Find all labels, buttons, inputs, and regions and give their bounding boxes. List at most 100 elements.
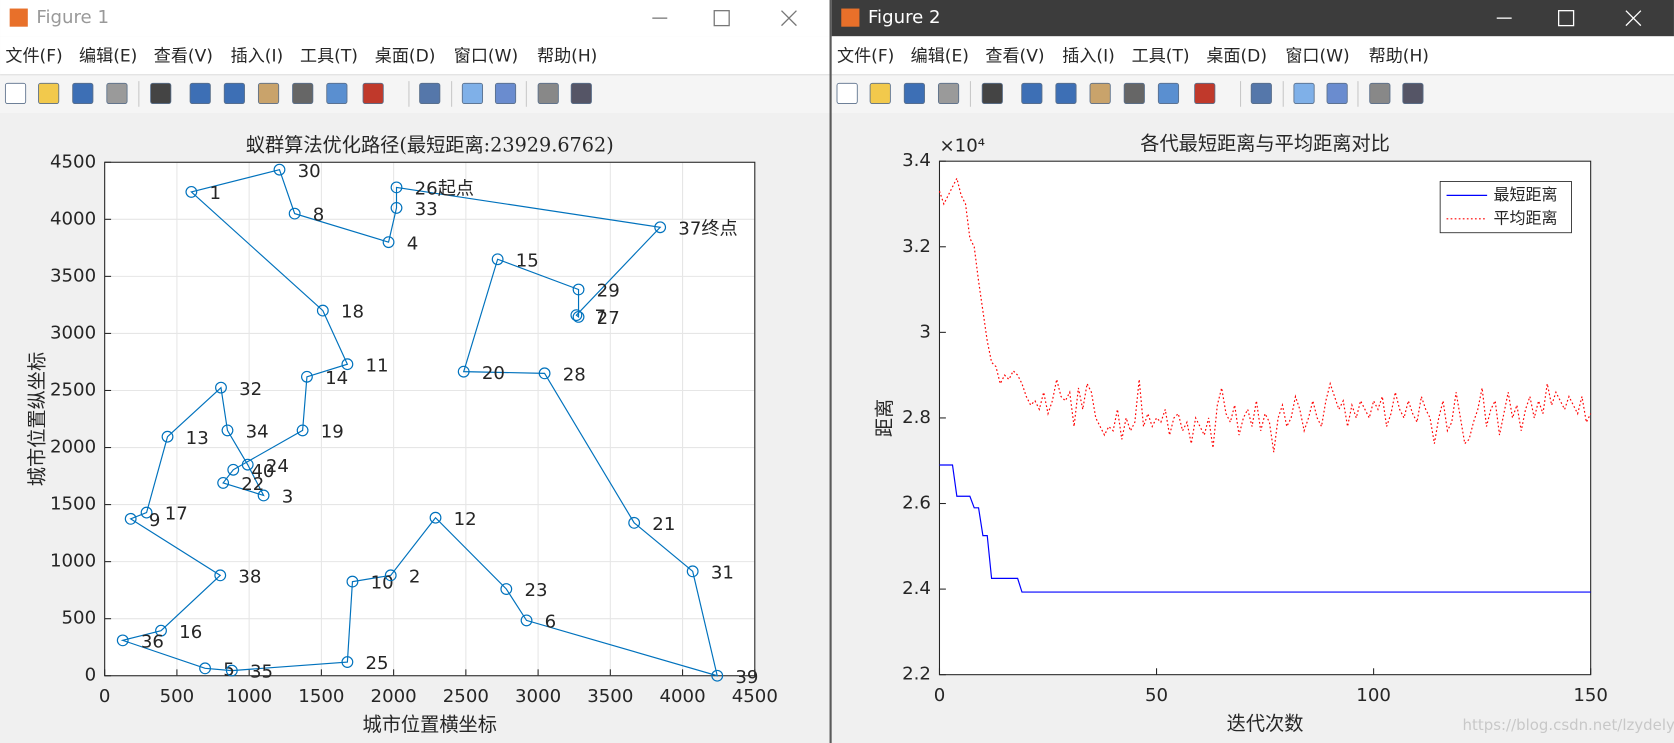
maximize-button[interactable] [713,10,730,27]
point-label: 1 [210,183,222,204]
toolbar-button[interactable] [1293,82,1315,104]
toolbar-button[interactable] [494,82,517,104]
toolbar-button[interactable] [836,82,858,104]
point-label: 6 [545,612,557,633]
menu-item[interactable]: 文件(F) [5,47,62,67]
point-marker [390,181,403,194]
toolbar-button[interactable] [189,82,211,104]
menu-item[interactable]: 查看(V) [985,47,1044,67]
axes-box [938,160,1592,676]
toolbar-button[interactable] [1123,82,1145,104]
menu-item[interactable]: 桌面(D) [375,47,436,67]
x-tick-label: 1500 [298,686,344,707]
toolbar-button[interactable] [1250,82,1272,104]
point-marker [390,201,403,214]
point-marker [273,163,286,176]
toolbar-button[interactable] [150,82,172,104]
y-tick-label: 1500 [50,494,96,515]
point-label: 9 [149,510,161,531]
x-tick-label: 2500 [443,686,489,707]
point-marker [572,283,585,296]
legend-label: 最短距离 [1494,185,1558,204]
y-tick-label: 2.2 [902,664,931,685]
toolbar-button[interactable] [903,82,925,104]
x-tick-label: 4000 [659,686,705,707]
app-icon [9,8,28,27]
close-button[interactable] [1625,10,1642,27]
toolbar-button[interactable] [1194,82,1216,104]
y-tick-label: 0 [85,665,97,686]
y-tick-label: 3.2 [902,236,931,257]
toolbar-button[interactable] [570,82,592,104]
toolbar-button[interactable] [362,82,384,104]
toolbar-button[interactable] [1402,82,1424,104]
point-marker [155,624,167,637]
menu-item[interactable]: 窗口(W) [1285,47,1349,67]
point-marker [215,381,227,394]
toolbar-button[interactable] [72,82,94,104]
menu-item[interactable]: 插入(I) [231,47,284,67]
menu-item[interactable]: 帮助(H) [537,47,597,67]
legend-box [1439,181,1572,234]
close-button[interactable] [781,10,797,27]
app-icon [841,8,860,27]
y-tick-label: 1000 [50,551,96,572]
toolbar-button[interactable] [257,82,280,104]
point-marker [296,424,309,437]
title-bar [831,0,1674,37]
toolbar-button[interactable] [4,82,27,104]
menu-item[interactable]: 文件(F) [837,47,894,67]
point-marker [221,424,234,437]
toolbar-button[interactable] [38,82,60,104]
window-divider [829,0,832,743]
toolbar-button[interactable] [1326,82,1348,104]
toolbar-button[interactable] [292,82,314,104]
y-tick-label: 3 [919,321,931,342]
toolbar-button[interactable] [106,82,128,104]
toolbar-button[interactable] [981,82,1003,104]
toolbar-button[interactable] [537,82,559,104]
menu-item[interactable]: 编辑(E) [79,47,137,67]
toolbar-button[interactable] [1089,82,1111,104]
menu-item[interactable]: 插入(I) [1062,47,1115,67]
point-label: 22 [241,474,264,495]
toolbar-button[interactable] [461,82,484,104]
point-label: 14 [325,368,348,389]
window-title: Figure 1 [36,7,109,28]
menu-item[interactable]: 帮助(H) [1369,47,1429,67]
menu-item[interactable]: 编辑(E) [911,47,969,67]
point-label: 20 [482,363,505,384]
point-marker [346,575,359,588]
toolbar-button[interactable] [223,82,245,104]
toolbar-button[interactable] [1157,82,1180,104]
point-marker [500,583,513,595]
point-label: 40 [251,461,274,482]
x-tick-label: 50 [1145,685,1168,706]
menu-item[interactable]: 工具(T) [300,47,358,67]
toolbar-button[interactable] [937,82,960,104]
y-tick-label: 4500 [50,151,96,172]
menu-item[interactable]: 桌面(D) [1206,47,1267,67]
x-tick-label: 3500 [587,686,633,707]
menu-item[interactable]: 窗口(W) [454,47,518,67]
point-label: 12 [454,509,477,530]
toolbar-button[interactable] [1055,82,1077,104]
menu-item[interactable]: 工具(T) [1132,47,1190,67]
toolbar-button[interactable] [326,82,348,104]
toolbar-button[interactable] [1369,82,1391,104]
point-label: 21 [652,514,675,535]
point-label: 11 [366,355,389,376]
toolbar-button[interactable] [419,82,441,104]
point-label: 3 [282,487,294,508]
maximize-button[interactable] [1558,10,1575,27]
series-line [120,168,719,677]
point-marker [288,207,301,220]
point-marker [116,634,129,647]
legend-label: 平均距离 [1494,208,1558,227]
toolbar-button[interactable] [869,82,891,104]
point-label: 32 [239,379,262,400]
menu-item[interactable]: 查看(V) [154,47,213,67]
toolbar-button[interactable] [1021,82,1043,104]
y-tick-label: 3.4 [902,150,931,171]
point-marker [225,664,238,677]
